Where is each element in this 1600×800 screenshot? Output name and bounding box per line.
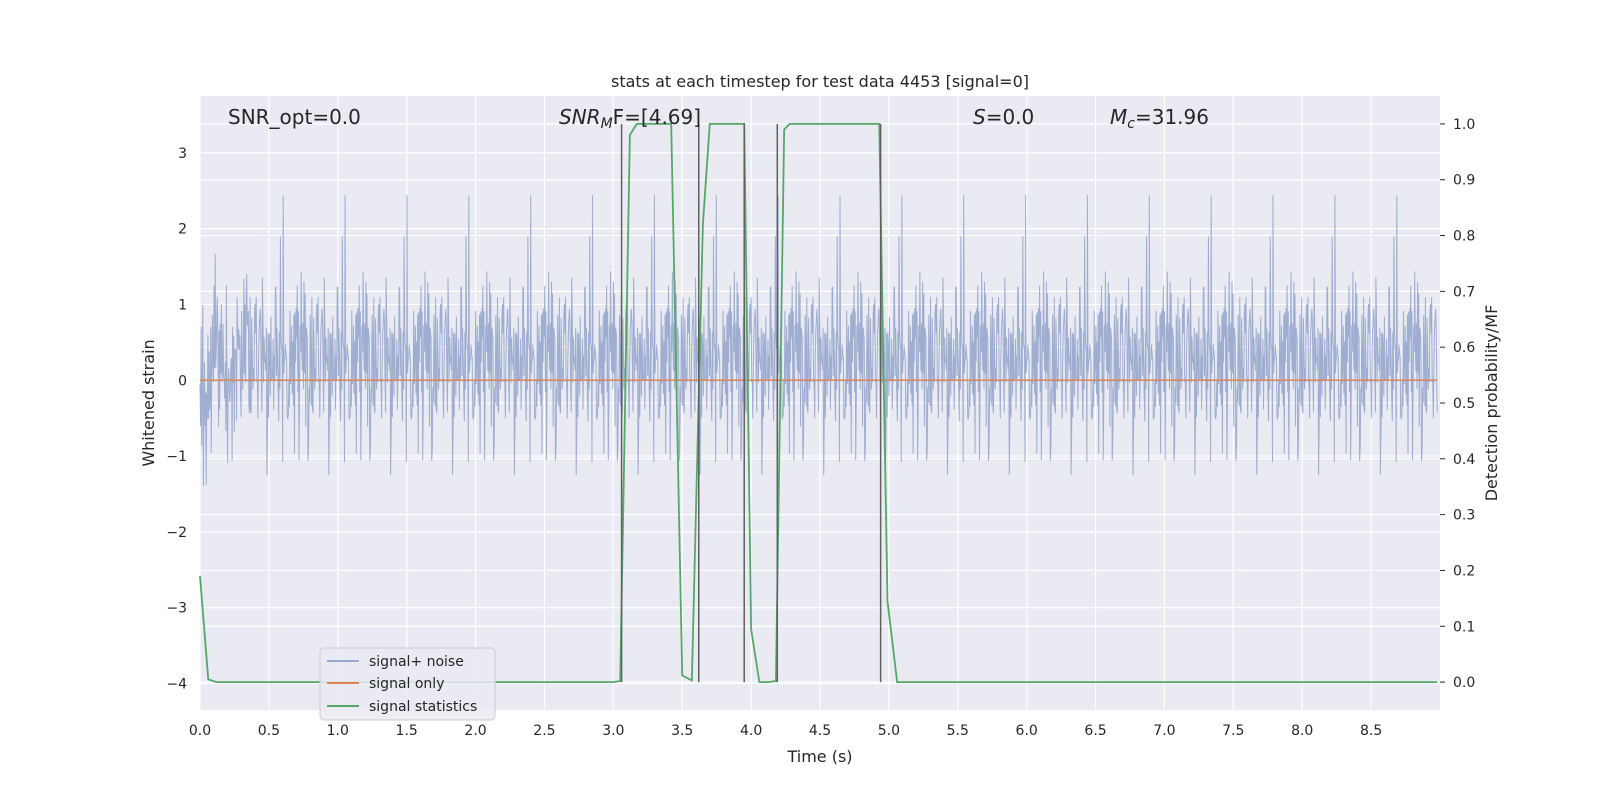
y-axis-label: Whitened strain (139, 339, 158, 466)
legend: signal+ noise signal only signal statist… (319, 647, 496, 721)
x-tick-label: 3.5 (671, 723, 693, 739)
annotation-mc: Mc=31.96 (1110, 105, 1209, 132)
y-right-tick-label: 0.9 (1453, 173, 1475, 189)
mc-sub: c (1127, 116, 1135, 132)
x-tick-label: 4.0 (740, 723, 762, 739)
series-layer (199, 123, 1438, 683)
x-tick-label: 2.0 (464, 723, 486, 739)
y-tick-label: 3 (178, 146, 187, 162)
vertical-markers (620, 123, 882, 683)
annotation-snr-opt: SNR_opt=0.0 (228, 105, 361, 129)
chart-title: stats at each timestep for test data 445… (611, 72, 1029, 91)
y-tick-label: −1 (166, 449, 187, 465)
x-tick-label: 6.0 (1016, 723, 1038, 739)
y-tick-label: 2 (178, 222, 187, 238)
x-tick-label: 0.5 (258, 723, 280, 739)
x-tick-label: 6.5 (1084, 723, 1106, 739)
x-tick-label: 8.0 (1291, 723, 1313, 739)
legend-label-signal-noise: signal+ noise (369, 654, 464, 670)
snr-mf-rest: F=[4.69] (613, 105, 701, 129)
annotation-s: S=0.0 (973, 105, 1034, 129)
ticks: 0.0 0.5 1.0 1.5 2.0 2.5 3.0 3.5 4.0 4.5 5.0 5.5 6.0 6… (166, 117, 1475, 739)
s-base: S (973, 105, 986, 129)
signal-noise-line (199, 195, 1438, 487)
y-right-tick-label: 0.1 (1453, 619, 1475, 635)
x-tick-label: 1.0 (327, 723, 349, 739)
signal-statistics-line (199, 123, 1438, 683)
y-tick-label: 1 (178, 297, 187, 313)
mc-base: M (1110, 105, 1127, 129)
y-right-tick-label: 1.0 (1453, 117, 1475, 133)
legend-label-signal-statistics: signal statistics (369, 699, 477, 715)
x-tick-label: 7.0 (1153, 723, 1175, 739)
x-tick-label: 7.5 (1222, 723, 1244, 739)
legend-label-signal-only: signal only (369, 676, 444, 692)
y-right-tick-label: 0.2 (1453, 563, 1475, 579)
legend-box (319, 647, 496, 721)
y-right-tick-label: 0.3 (1453, 508, 1475, 524)
y-right-tick-label: 0.5 (1453, 396, 1475, 412)
x-tick-label: 5.0 (878, 723, 900, 739)
mc-rest: =31.96 (1135, 105, 1209, 129)
y-axis-right-label: Detection probability/MF (1482, 305, 1501, 502)
y-right-tick-label: 0.6 (1453, 340, 1475, 356)
s-rest: =0.0 (986, 105, 1035, 129)
x-tick-label: 2.5 (533, 723, 555, 739)
y-tick-label: 0 (178, 373, 187, 389)
y-right-tick-label: 0.0 (1453, 675, 1475, 691)
x-tick-label: 3.0 (602, 723, 624, 739)
x-tick-label: 8.5 (1360, 723, 1382, 739)
y-right-tick-label: 0.8 (1453, 229, 1475, 245)
y-right-tick-label: 0.4 (1453, 452, 1475, 468)
x-tick-label: 4.5 (809, 723, 831, 739)
x-tick-label: 0.0 (189, 723, 211, 739)
annotation-snr-mf: SNRMF=[4.69] (559, 105, 701, 132)
y-tick-label: −4 (166, 676, 187, 692)
y-tick-label: −3 (166, 601, 187, 617)
x-axis-label: Time (s) (786, 747, 852, 766)
x-tick-label: 5.5 (947, 723, 969, 739)
snr-mf-sub: M (601, 116, 613, 132)
x-tick-label: 1.5 (396, 723, 418, 739)
y-tick-label: −2 (166, 525, 187, 541)
y-right-tick-label: 0.7 (1453, 284, 1475, 300)
snr-mf-base: SNR (559, 105, 601, 129)
signal-noise-series (199, 195, 1438, 487)
